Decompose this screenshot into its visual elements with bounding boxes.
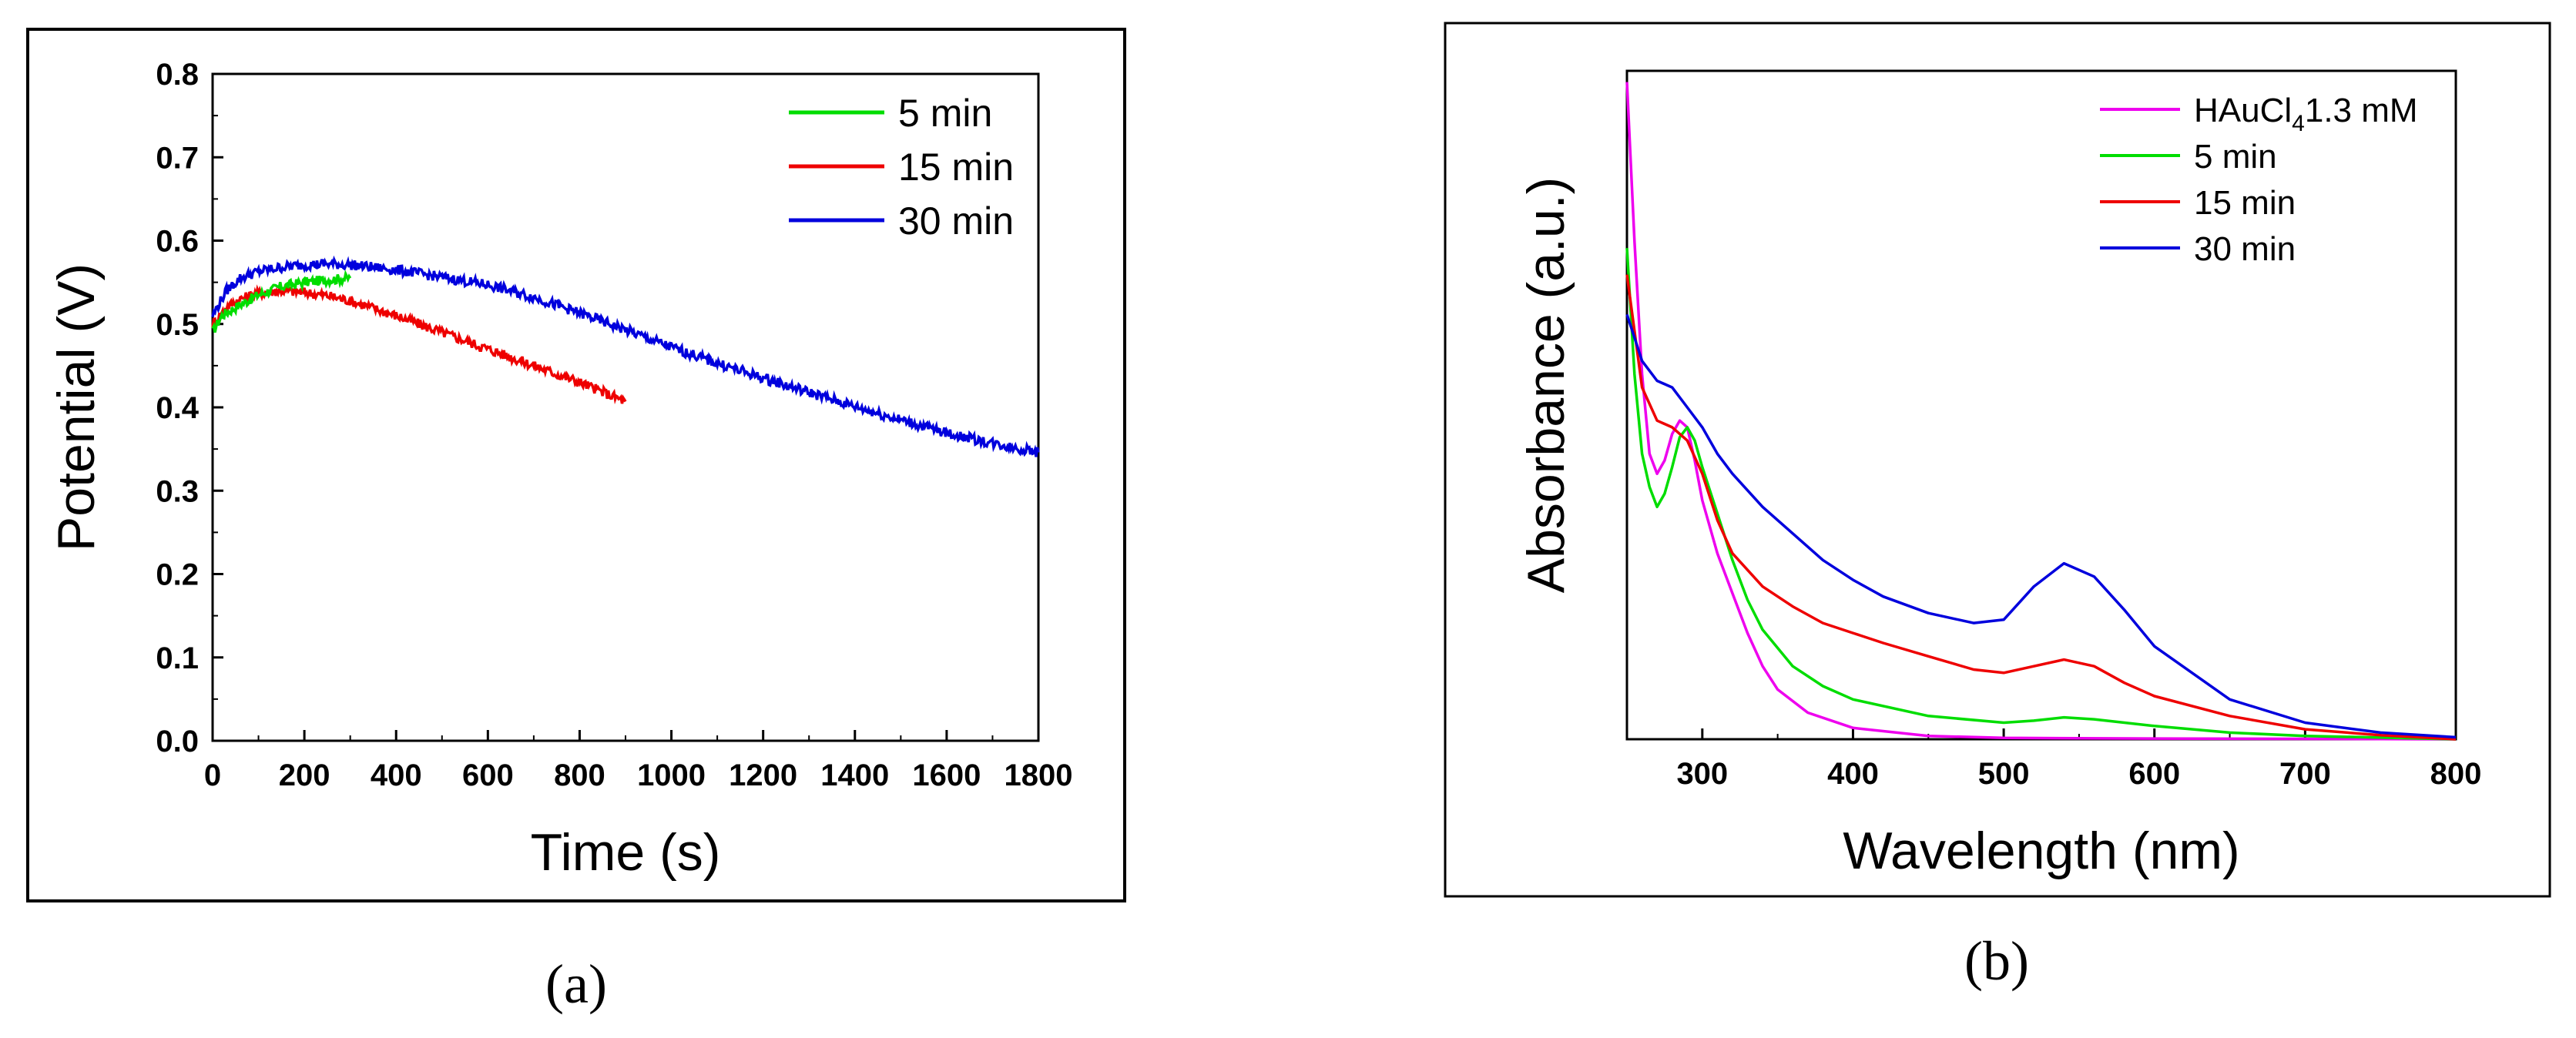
y-tick-label: 0.1: [156, 641, 199, 675]
y-tick-label: 0.5: [156, 308, 199, 342]
y-tick-label: 0.7: [156, 141, 199, 175]
legend-label: 15 min: [2194, 184, 2296, 222]
x-tick-label: 600: [2128, 757, 2180, 791]
x-tick-label: 1200: [729, 758, 797, 792]
series-line-5-min: [211, 270, 352, 333]
y-tick-label: 0.2: [156, 558, 199, 592]
y-tick-label: 0.4: [156, 391, 199, 425]
x-tick-label: 700: [2279, 757, 2331, 791]
panel-a-x-label: Time (s): [531, 823, 721, 882]
x-tick-label: 800: [554, 758, 605, 792]
x-tick-label: 400: [1827, 757, 1879, 791]
y-tick-label: 0.8: [156, 58, 199, 92]
x-tick-label: 800: [2430, 757, 2482, 791]
panel-a-frame: [26, 28, 1126, 902]
panel-a-legend: 5 min 15 min 30 min: [789, 92, 1014, 243]
y-tick-label: 0.0: [156, 725, 199, 758]
x-tick-label: 1600: [912, 758, 981, 792]
panel-b-x-axis: 300 400 500 600 700 800: [1626, 728, 2482, 791]
x-tick-label: 1800: [1005, 758, 1073, 792]
panel-a-x-axis: 0 200 400 600 800 1000 1200 1400 1600 1800: [204, 730, 1073, 792]
legend-label: 5 min: [2194, 138, 2277, 176]
series-line-30-min: [211, 255, 1040, 457]
panel-b-frame: [1444, 22, 2551, 898]
panel-b-caption: (b): [1964, 930, 2029, 992]
legend-label-suffix: 1.3 mM: [2305, 92, 2418, 129]
panel-a-y-axis: 0.0 0.1 0.2 0.3 0.4 0.5 0.6 0.7 0.8: [156, 58, 223, 758]
series-line-3: [1625, 313, 2457, 739]
legend-label-subscript: 4: [2292, 111, 2305, 136]
panel-a: 0 200 400 600 800 1000 1200 1400 1600 1800 0.0 0.1…: [26, 28, 1126, 902]
legend-label-text: 5 min: [2194, 138, 2277, 176]
panel-a-caption: (a): [545, 953, 607, 1015]
series-line-0: [1625, 82, 2457, 741]
legend-label-text: 15 min: [2194, 184, 2296, 222]
x-tick-label: 1400: [820, 758, 889, 792]
panel-b-y-label: Absorbance (a.u.): [1517, 177, 1575, 594]
x-tick-label: 200: [279, 758, 330, 792]
y-tick-label: 0.6: [156, 225, 199, 259]
panel-b-series: [1625, 82, 2457, 741]
x-tick-label: 400: [371, 758, 422, 792]
panel-a-series: [211, 255, 1040, 457]
x-tick-label: 300: [1676, 757, 1728, 791]
legend-label-text: HAuCl: [2194, 92, 2292, 129]
series-line-15-min: [211, 282, 627, 405]
series-line-2: [1625, 274, 2457, 741]
panel-a-y-label: Potential (V): [47, 263, 106, 551]
legend-label: 15 min: [898, 146, 1014, 189]
legend-label: 30 min: [898, 199, 1014, 243]
x-tick-label: 500: [1978, 757, 2030, 791]
panel-b-x-label: Wavelength (nm): [1843, 822, 2239, 880]
legend-label: 5 min: [898, 92, 992, 135]
x-tick-label: 0: [204, 758, 221, 792]
y-tick-label: 0.3: [156, 474, 199, 508]
legend-label-text: 30 min: [2194, 230, 2296, 268]
series-line-1: [1625, 247, 2457, 741]
legend-label: HAuCl41.3 mM: [2194, 92, 2418, 136]
x-tick-label: 1000: [637, 758, 706, 792]
x-tick-label: 600: [462, 758, 514, 792]
legend-label: 30 min: [2194, 230, 2296, 268]
